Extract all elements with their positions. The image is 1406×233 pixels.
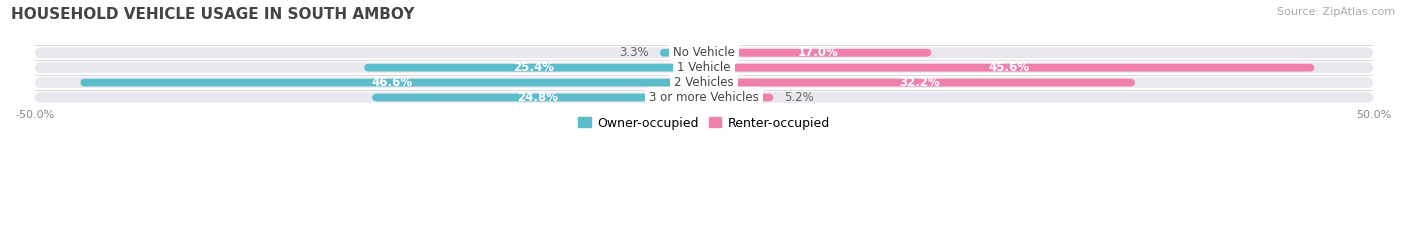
FancyBboxPatch shape	[80, 79, 704, 86]
Text: Source: ZipAtlas.com: Source: ZipAtlas.com	[1277, 7, 1395, 17]
Text: 5.2%: 5.2%	[785, 91, 814, 104]
FancyBboxPatch shape	[659, 49, 704, 57]
FancyBboxPatch shape	[35, 77, 1374, 88]
Text: 3.3%: 3.3%	[620, 46, 650, 59]
Text: 24.8%: 24.8%	[517, 91, 558, 104]
Text: No Vehicle: No Vehicle	[673, 46, 735, 59]
FancyBboxPatch shape	[373, 94, 704, 101]
Legend: Owner-occupied, Renter-occupied: Owner-occupied, Renter-occupied	[574, 112, 835, 134]
Text: 17.0%: 17.0%	[797, 46, 838, 59]
FancyBboxPatch shape	[704, 49, 932, 57]
Text: 2 Vehicles: 2 Vehicles	[675, 76, 734, 89]
Text: 3 or more Vehicles: 3 or more Vehicles	[650, 91, 759, 104]
Text: 25.4%: 25.4%	[513, 61, 554, 74]
Text: 45.6%: 45.6%	[988, 61, 1029, 74]
Text: HOUSEHOLD VEHICLE USAGE IN SOUTH AMBOY: HOUSEHOLD VEHICLE USAGE IN SOUTH AMBOY	[11, 7, 415, 22]
FancyBboxPatch shape	[35, 62, 1374, 73]
FancyBboxPatch shape	[364, 64, 704, 72]
Text: 1 Vehicle: 1 Vehicle	[678, 61, 731, 74]
FancyBboxPatch shape	[35, 92, 1374, 103]
FancyBboxPatch shape	[704, 64, 1315, 72]
Text: 32.2%: 32.2%	[900, 76, 941, 89]
Text: 46.6%: 46.6%	[371, 76, 412, 89]
FancyBboxPatch shape	[35, 48, 1374, 58]
FancyBboxPatch shape	[704, 94, 773, 101]
FancyBboxPatch shape	[704, 79, 1135, 86]
